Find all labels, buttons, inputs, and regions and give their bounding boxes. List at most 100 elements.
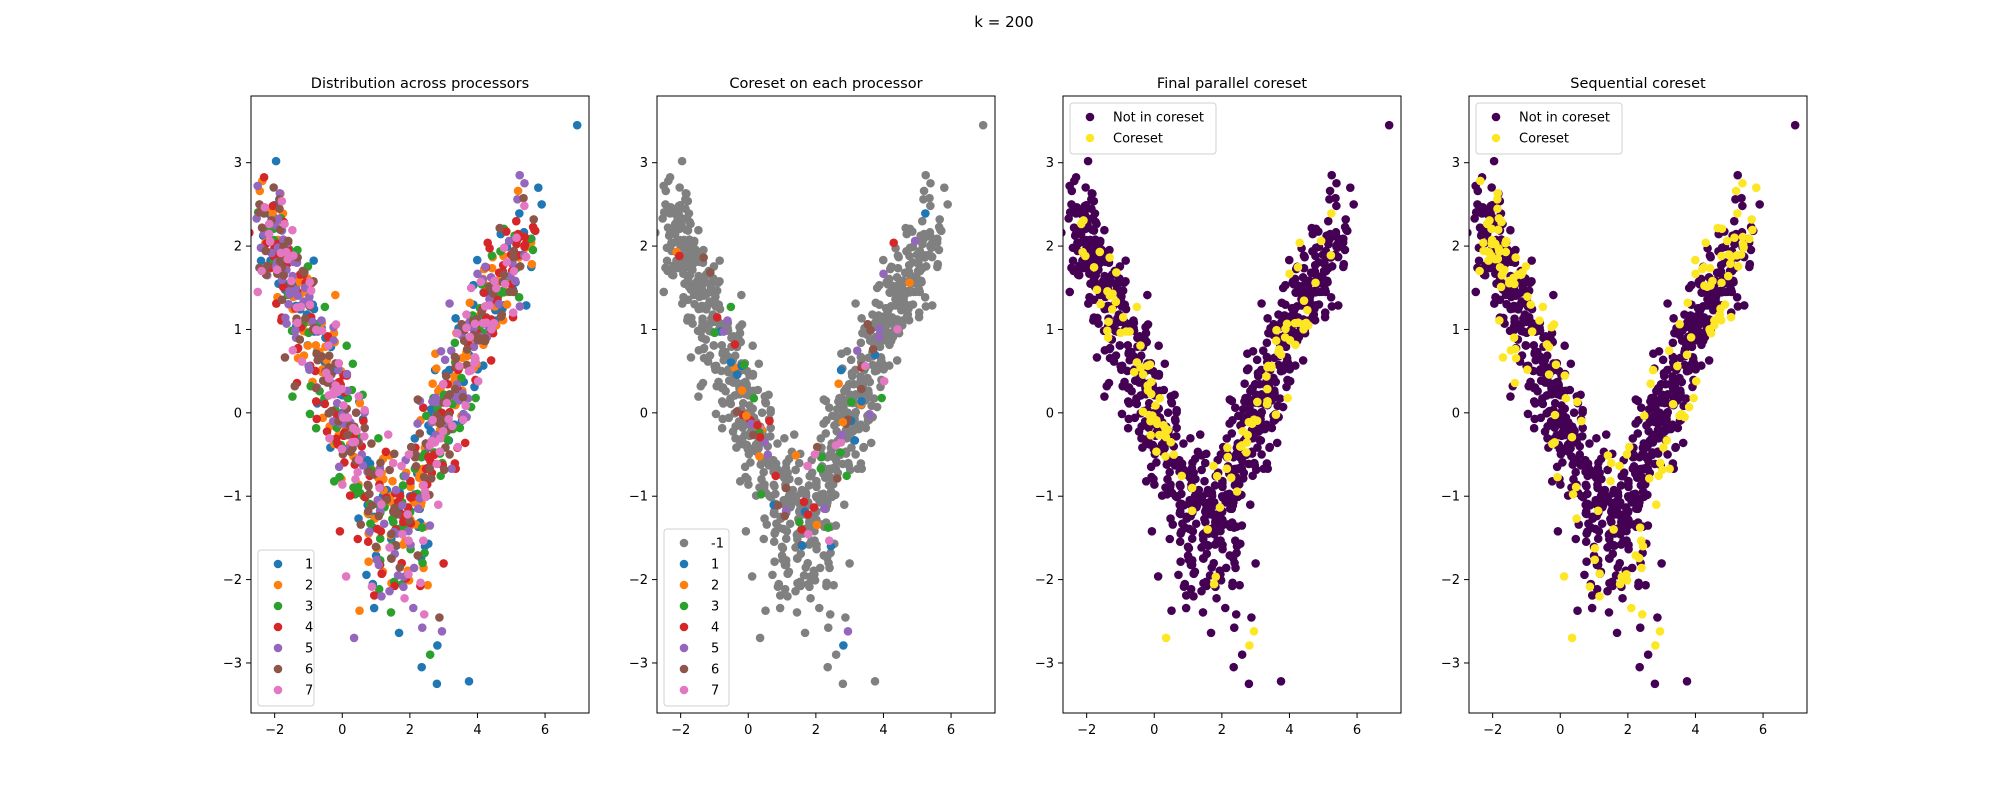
y-tick-label: 1 — [1046, 323, 1054, 338]
data-point-not-in-coreset — [1541, 378, 1550, 387]
data-point-coreset — [1730, 233, 1739, 242]
data-point-processor-6 — [426, 474, 436, 483]
data-point-coreset — [1485, 248, 1494, 258]
data-point-not-in-coreset — [1559, 422, 1569, 432]
x-tick-label: 6 — [541, 723, 549, 738]
data-point-coreset — [1659, 443, 1668, 452]
data-point-coreset — [1716, 304, 1725, 314]
data-point-coreset — [1274, 345, 1284, 354]
data-point-not-in-coreset — [1085, 269, 1094, 278]
data-point-processor-1 — [433, 641, 442, 650]
data-point-processor-7 — [453, 442, 463, 452]
data-point-processor-2 — [465, 298, 475, 308]
data-point-coreset — [1146, 430, 1155, 440]
y-tick-label: −1 — [223, 490, 242, 505]
data-point-processor-4 — [278, 282, 288, 292]
y-tick-label: 0 — [1046, 406, 1054, 421]
data-point-unselected — [926, 178, 935, 188]
subplot-1: Distribution across processors −2 0 2 4 6 −3 −2… — [223, 76, 590, 738]
data-point-not-in-coreset — [1281, 358, 1291, 368]
data-point-processor-7 — [438, 380, 448, 389]
data-point-processor-3 — [710, 328, 719, 338]
data-point-coreset — [1316, 236, 1326, 246]
data-point-coreset — [1731, 186, 1741, 196]
data-point-not-in-coreset — [1506, 392, 1515, 401]
data-point-not-in-coreset — [1616, 529, 1625, 539]
data-point-not-in-coreset — [1563, 440, 1573, 449]
data-point-unselected — [791, 465, 800, 475]
data-point-coreset — [1723, 271, 1733, 281]
data-point-processor-5 — [437, 626, 447, 636]
data-point-coreset — [1479, 238, 1488, 248]
data-point-not-in-coreset — [1291, 288, 1300, 297]
data-point-not-in-coreset — [1311, 251, 1320, 261]
data-point-not-in-coreset — [1635, 452, 1644, 462]
legend-marker — [1491, 112, 1501, 122]
data-point-processor-7 — [354, 392, 364, 401]
data-point-processor-7 — [469, 358, 479, 368]
data-point-unselected — [761, 398, 771, 408]
data-point-not-in-coreset — [1580, 570, 1589, 580]
data-point-not-in-coreset — [1233, 411, 1243, 421]
data-point-not-in-coreset — [1180, 523, 1190, 533]
data-point-processor-7 — [260, 203, 270, 212]
data-point-not-in-coreset — [1273, 401, 1282, 411]
scatter-points — [1063, 120, 1394, 689]
data-point-not-in-coreset — [1610, 541, 1619, 551]
legend-label: Not in coreset — [1113, 111, 1204, 126]
data-point-processor-5 — [291, 285, 300, 294]
data-point-unselected — [823, 662, 832, 672]
data-point-not-in-coreset — [1257, 299, 1266, 308]
data-point-not-in-coreset — [1235, 580, 1244, 590]
data-point-unselected — [792, 608, 802, 617]
data-point-unselected — [717, 423, 727, 433]
data-point-not-in-coreset — [1186, 433, 1195, 443]
data-point-coreset — [1076, 219, 1086, 229]
data-point-coreset — [1738, 232, 1748, 242]
data-point-not-in-coreset — [1176, 557, 1185, 566]
data-point-not-in-coreset — [1176, 529, 1185, 538]
data-point-unselected — [753, 385, 763, 395]
data-point-unselected — [770, 509, 779, 519]
data-point-coreset — [1544, 370, 1554, 379]
data-point-processor-4 — [765, 416, 774, 426]
data-point-unselected — [768, 570, 777, 580]
data-point-processor-6 — [371, 542, 381, 552]
data-point-unselected — [746, 458, 755, 467]
data-point-processor-7 — [265, 237, 275, 246]
data-point-coreset — [1253, 397, 1262, 407]
data-point-unselected — [893, 263, 903, 273]
data-point-processor-1 — [857, 397, 866, 406]
data-point-not-in-coreset — [1124, 349, 1133, 359]
data-point-unselected — [935, 215, 944, 224]
data-point-unselected — [812, 493, 822, 502]
y-tick-label: −2 — [223, 573, 242, 588]
data-point-processor-3 — [499, 288, 508, 297]
data-point-not-in-coreset — [1573, 606, 1582, 616]
data-point-processor-5 — [379, 519, 389, 529]
data-point-not-in-coreset — [1257, 425, 1266, 434]
data-point-unselected — [845, 559, 854, 568]
data-point-unselected — [710, 361, 719, 371]
data-point-not-in-coreset — [1697, 288, 1706, 297]
data-point-coreset — [1491, 239, 1500, 249]
data-point-unselected — [806, 471, 816, 481]
data-point-processor-5 — [520, 178, 529, 188]
data-point-not-in-coreset — [1341, 215, 1350, 224]
data-point-not-in-coreset — [1241, 393, 1250, 403]
data-point-unselected — [789, 430, 799, 439]
data-point-unselected — [686, 353, 696, 362]
data-point-processor-6 — [529, 215, 538, 224]
data-point-unselected — [822, 581, 831, 591]
data-point-unselected — [881, 332, 891, 341]
data-point-processor-6 — [312, 349, 321, 359]
data-point-processor-7 — [831, 441, 841, 450]
data-point-unselected — [864, 388, 873, 398]
data-point-unselected — [823, 623, 833, 632]
data-point-processor-4 — [531, 226, 540, 236]
data-point-coreset — [1493, 204, 1502, 214]
data-point-not-in-coreset — [1737, 193, 1746, 203]
data-point-not-in-coreset — [1315, 287, 1324, 297]
data-point-coreset — [1501, 247, 1511, 257]
data-point-processor-6 — [387, 554, 396, 563]
